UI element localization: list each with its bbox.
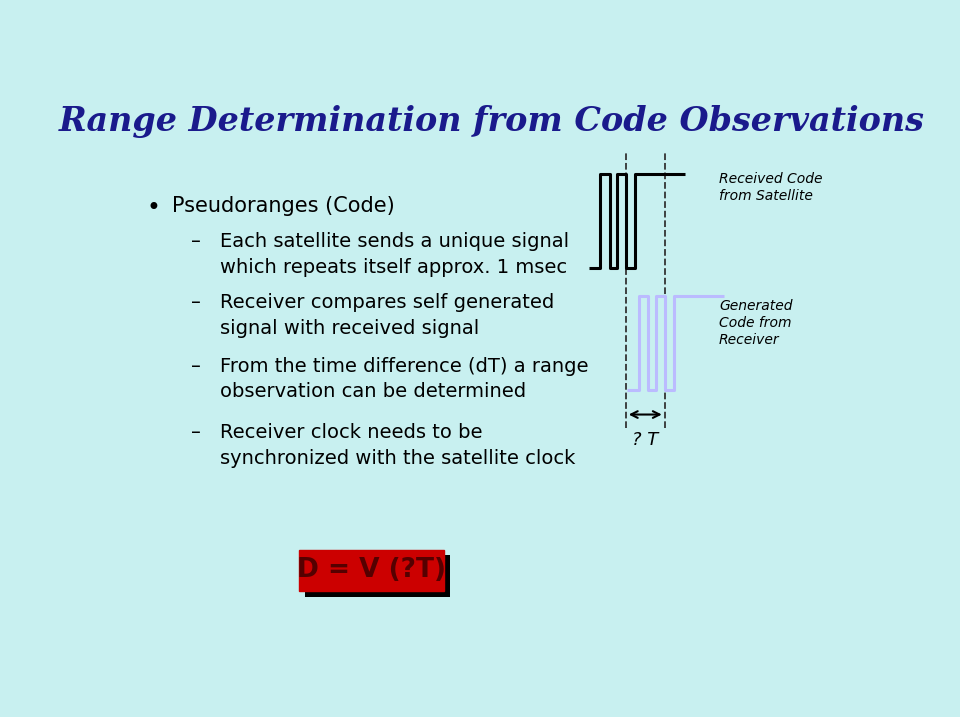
Text: •: •	[146, 196, 160, 220]
Text: ? T: ? T	[632, 431, 659, 449]
Bar	[304, 555, 449, 597]
Text: Range Determination from Code Observations: Range Determination from Code Observatio…	[60, 105, 924, 138]
Text: –: –	[191, 423, 201, 442]
Text: –: –	[191, 356, 201, 376]
Text: Each satellite sends a unique signal
which repeats itself approx. 1 msec: Each satellite sends a unique signal whi…	[221, 232, 569, 277]
Text: Received Code
from Satellite: Received Code from Satellite	[719, 171, 823, 203]
Text: –: –	[191, 293, 201, 312]
Text: Generated
Code from
Receiver: Generated Code from Receiver	[719, 298, 792, 347]
Text: Receiver compares self generated
signal with received signal: Receiver compares self generated signal …	[221, 293, 555, 338]
Text: From the time difference (dT) a range
observation can be determined: From the time difference (dT) a range ob…	[221, 356, 588, 402]
Bar	[299, 550, 444, 592]
Text: –: –	[191, 232, 201, 252]
Text: Pseudoranges (Code): Pseudoranges (Code)	[172, 196, 395, 217]
Text: D = V (?T): D = V (?T)	[297, 558, 445, 584]
Text: Receiver clock needs to be
synchronized with the satellite clock: Receiver clock needs to be synchronized …	[221, 423, 576, 467]
